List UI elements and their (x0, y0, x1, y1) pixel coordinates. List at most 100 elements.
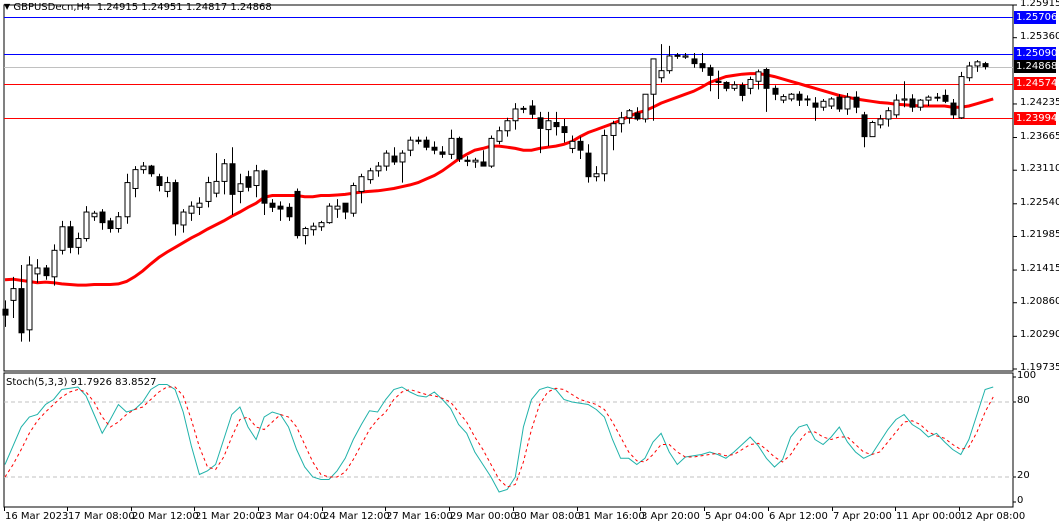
time-tick-label: 23 Mar 04:00 (259, 511, 326, 522)
bull-candle (869, 122, 876, 138)
ohlc-values: 1.24915 1.24951 1.24817 1.24868 (96, 2, 272, 13)
bull-candle (755, 71, 762, 82)
bull-candle (674, 54, 681, 57)
bear-candle (812, 102, 819, 108)
bull-candle (59, 226, 66, 251)
bear-candle (148, 165, 155, 175)
price-tick-label: 1.22540 (1020, 196, 1059, 208)
time-tick-label: 27 Mar 16:00 (386, 511, 453, 522)
bull-candle (188, 205, 195, 214)
bull-candle (601, 134, 608, 175)
bear-candle (342, 202, 349, 213)
bear-candle (699, 63, 706, 69)
bull-candle (115, 216, 122, 230)
bull-candle (747, 79, 754, 89)
bull-candle (326, 205, 333, 224)
bear-candle (723, 81, 730, 89)
bull-candle (237, 183, 244, 192)
bear-candle (99, 211, 106, 224)
price-tick-label: 1.25915 (1020, 0, 1059, 9)
bull-candle (350, 185, 357, 214)
main-pane-frame (3, 4, 1014, 372)
bear-candle (529, 105, 536, 115)
bear-candle (286, 206, 293, 218)
bull-candle (925, 96, 932, 101)
price-tick-label: 1.23665 (1020, 130, 1059, 142)
bull-candle (593, 173, 600, 178)
price-tick-label: 1.23110 (1020, 163, 1059, 175)
bear-candle (464, 159, 471, 162)
bull-candle (205, 182, 212, 202)
symbol-label: GBPUSDecn,H4 (13, 2, 91, 13)
price-tick-label: 1.21985 (1020, 229, 1059, 241)
bear-candle (439, 151, 446, 155)
stoch-indicator-label: Stoch(5,3,3) 91.7926 83.8527 (6, 377, 157, 388)
bull-candle (545, 120, 552, 131)
bull-candle (132, 169, 139, 189)
stoch-tick-label: 100 (1017, 370, 1037, 381)
bull-candle (780, 96, 787, 101)
bull-candle (164, 182, 171, 192)
time-tick-label: 31 Mar 16:00 (578, 511, 645, 522)
bull-candle (844, 96, 851, 110)
bull-candle (10, 288, 17, 301)
bull-candle (610, 123, 617, 136)
bull-candle (958, 76, 965, 119)
bull-candle (302, 228, 309, 237)
bear-candle (934, 96, 941, 99)
bull-candle (140, 165, 147, 171)
bear-candle (861, 114, 868, 138)
bull-candle (180, 211, 187, 226)
bear-candle (423, 139, 430, 148)
bull-candle (658, 70, 665, 79)
time-tick-label: 7 Apr 20:00 (833, 511, 892, 522)
stoch-signal-line (4, 386, 994, 488)
price-tick-label: 1.21415 (1020, 263, 1059, 275)
time-tick-label: 12 Apr 08:00 (960, 511, 1026, 522)
time-tick-label: 20 Mar 12:00 (132, 511, 199, 522)
time-tick-label: 11 Apr 00:00 (896, 511, 962, 522)
bear-candle (577, 140, 584, 151)
price-tick-label: 1.19735 (1020, 362, 1059, 373)
bear-candle (909, 98, 916, 108)
bull-candle (731, 84, 738, 89)
bull-candle (448, 137, 455, 155)
time-tick-label: 29 Mar 00:00 (450, 511, 517, 522)
bear-candle (18, 288, 25, 334)
time-tick-label: 21 Mar 20:00 (195, 511, 262, 522)
bull-candle (399, 152, 406, 163)
stoch-tick-label: 20 (1017, 470, 1030, 481)
bull-candle (358, 176, 365, 192)
price-tick-label: 1.25360 (1020, 30, 1059, 42)
bear-candle (707, 67, 714, 76)
bear-candle (415, 139, 422, 142)
stoch-tick-label: 0 (1017, 495, 1024, 506)
bull-candle (569, 140, 576, 149)
bull-candle (496, 130, 503, 142)
bear-candle (739, 84, 746, 96)
bull-candle (472, 159, 479, 163)
time-tick-label: 3 Apr 20:00 (641, 511, 700, 522)
bull-candle (124, 182, 131, 218)
bull-candle (213, 180, 220, 194)
price-tick-label: 1.24235 (1020, 96, 1059, 108)
bull-candle (885, 110, 892, 120)
triangle-down-icon[interactable]: ▼ (4, 2, 11, 11)
price-tag: 1.24574 (1014, 77, 1058, 91)
price-tag: 1.23994 (1014, 111, 1058, 125)
bull-candle (828, 98, 835, 107)
time-tick-label: 24 Mar 12:00 (323, 511, 390, 522)
bull-candle (504, 120, 511, 132)
bull-candle (512, 108, 519, 122)
bull-candle (666, 55, 673, 72)
bear-candle (480, 161, 487, 167)
bull-candle (310, 225, 317, 231)
bear-candle (715, 80, 722, 83)
bull-candle (75, 238, 82, 248)
bull-candle (974, 61, 981, 67)
bull-candle (334, 205, 341, 210)
bear-candle (67, 226, 74, 248)
bull-candle (626, 110, 633, 119)
